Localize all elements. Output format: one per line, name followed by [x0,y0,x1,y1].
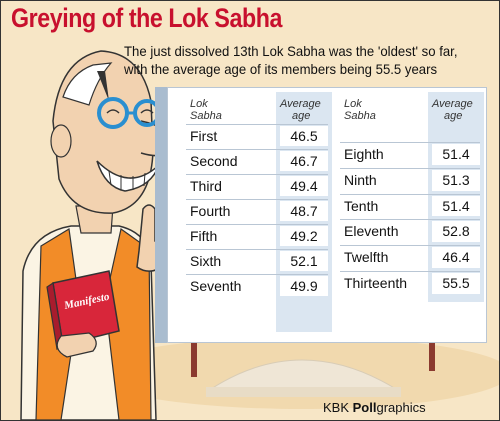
table-cell-lok-sabha: Second [190,153,238,169]
table-cell-average-age: 52.1 [280,251,328,271]
table-cell-average-age: 49.9 [280,276,328,296]
table-cell-lok-sabha: Eighth [344,146,384,162]
table-cell-lok-sabha: Fifth [190,228,218,244]
header-lok-sabha-left: Lok Sabha [190,98,222,122]
header-average-age-right: Average age [432,98,473,122]
row-divider [186,224,328,225]
ear [50,124,72,158]
row-divider [340,219,480,221]
page-subtitle: The just dissolved 13th Lok Sabha was th… [124,43,458,77]
header-lok-sabha-right: Lok Sabha [344,98,376,122]
table-cell-average-age: 46.4 [432,247,480,268]
board-leg-left [191,341,197,377]
row-divider [186,274,328,275]
row-divider [340,193,480,195]
page-title: Greying of the Lok Sabha [11,3,282,33]
row-divider [186,249,328,250]
row-divider [186,149,328,150]
table-cell-average-age: 48.7 [280,201,328,221]
eye-left [106,109,120,114]
table-cell-lok-sabha: Sixth [190,253,222,269]
row-divider [186,124,328,125]
table-cell-lok-sabha: Thirteenth [344,275,408,291]
table-cell-average-age: 49.2 [280,226,328,246]
hair-tuft [97,71,109,101]
credit-line: KBK Pollgraphics [323,400,426,415]
table-cell-lok-sabha: Eleventh [344,223,399,240]
board-side [155,87,167,343]
table-cell-average-age: 55.5 [432,273,480,294]
row-divider [340,142,480,143]
eye-right [140,109,154,114]
header-average-age-left: Average age [280,98,321,122]
row-divider [186,174,328,175]
data-board: Lok Sabha Average age Lok Sabha Average … [167,87,487,343]
table-cell-average-age: 51.3 [432,169,480,191]
table-cell-lok-sabha: Twelfth [344,249,389,266]
row-divider [186,199,328,200]
table-cell-lok-sabha: Seventh [190,278,242,294]
row-divider [340,245,480,247]
parliament-dome [209,359,398,390]
table-cell-lok-sabha: First [190,128,218,144]
holding-hand [56,332,97,358]
table-cell-lok-sabha: Tenth [344,197,379,214]
table-cell-lok-sabha: Fourth [190,203,231,219]
board-leg-right [429,341,435,371]
table-cell-lok-sabha: Third [190,178,222,194]
table-cell-lok-sabha: Ninth [344,171,377,188]
table-cell-average-age: 46.5 [280,126,328,146]
row-divider [340,271,480,272]
table-cell-average-age: 46.7 [280,151,328,171]
table-cell-average-age: 49.4 [280,176,328,196]
table-cell-average-age: 51.4 [432,144,480,165]
table-cell-average-age: 51.4 [432,195,480,217]
grin [96,160,160,192]
parliament-base [206,387,401,397]
table-cell-average-age: 52.8 [432,221,480,243]
row-divider [340,167,480,169]
